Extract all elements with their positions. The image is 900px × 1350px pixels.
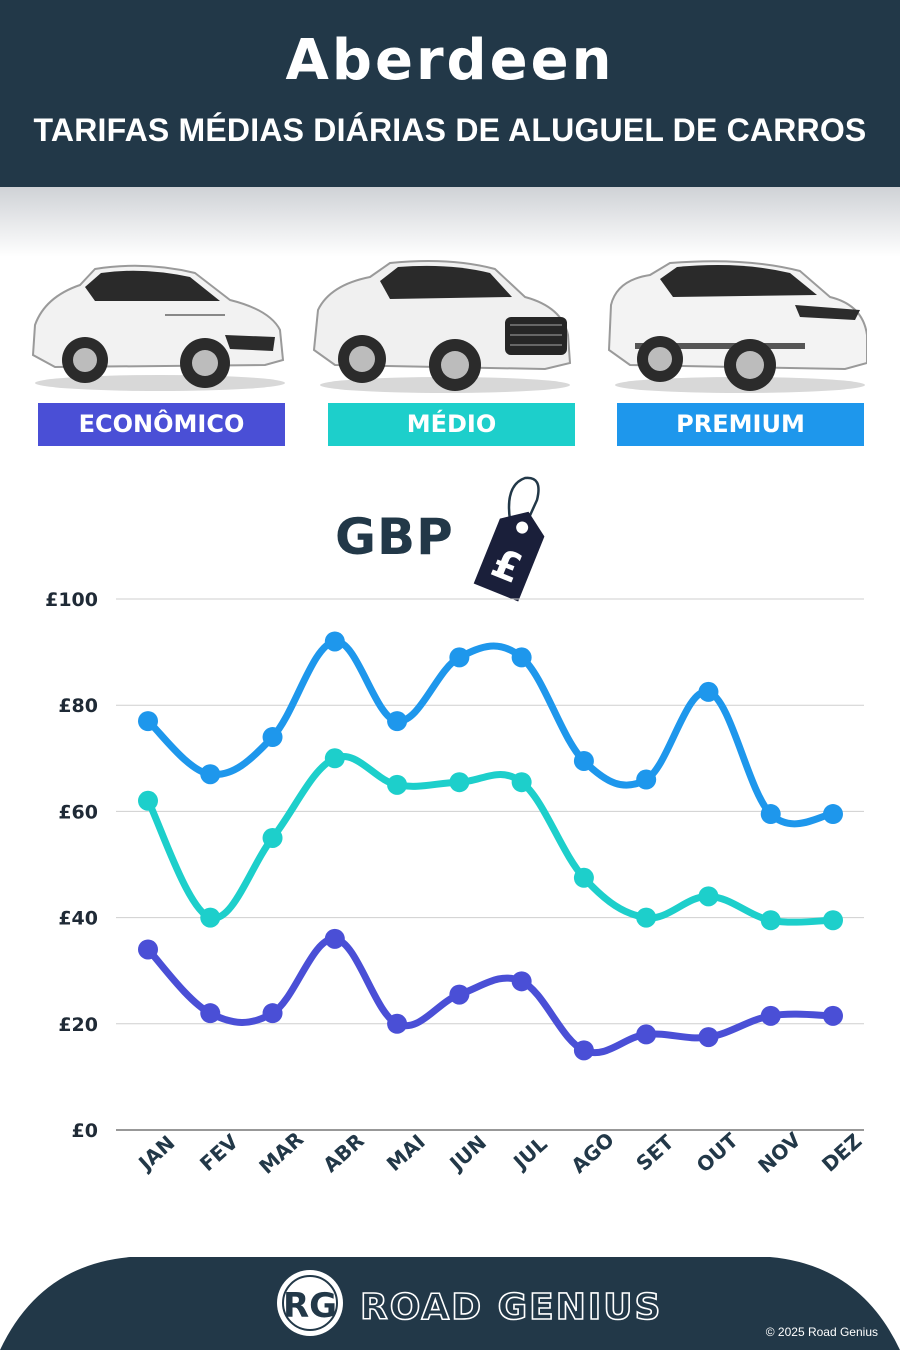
- page-subtitle: TARIFAS MÉDIAS DIÁRIAS DE ALUGUEL DE CAR…: [33, 112, 867, 148]
- data-point: [573, 750, 594, 771]
- data-point: [698, 886, 719, 907]
- data-point: [200, 907, 221, 928]
- y-tick-label: £40: [58, 908, 98, 930]
- data-point: [324, 631, 345, 652]
- data-point: [823, 1005, 843, 1026]
- data-point: [636, 907, 657, 928]
- data-point: [200, 764, 221, 785]
- data-point: [387, 774, 408, 795]
- data-point: [573, 867, 594, 888]
- x-tick-label: JUL: [507, 1131, 552, 1175]
- x-tick-label: MAR: [254, 1127, 308, 1179]
- midsize-car-image: [312, 260, 572, 393]
- data-point: [138, 939, 158, 960]
- y-tick-label: £20: [58, 1014, 98, 1036]
- data-point: [573, 1040, 594, 1061]
- economy-car-image: [31, 264, 285, 391]
- x-tick-label: OUT: [692, 1128, 743, 1177]
- data-point: [262, 827, 283, 848]
- rental-price-line-chart: £0 £20 £40 £60 £80 £100 JAN FEV MAR ABR MAI JUN JUL A…: [45, 589, 866, 1179]
- data-point: [823, 910, 843, 931]
- price-tag-icon: £: [473, 476, 545, 602]
- copyright-text: © 2025 Road Genius: [765, 1325, 878, 1339]
- x-tick-label: FEV: [195, 1129, 243, 1176]
- data-point: [200, 1003, 221, 1024]
- x-tick-label: DEZ: [817, 1129, 866, 1177]
- data-point: [449, 984, 470, 1005]
- data-point: [698, 681, 719, 702]
- page-title: Aberdeen: [285, 28, 615, 93]
- data-point: [636, 769, 657, 790]
- data-point: [324, 928, 345, 949]
- series-line: [144, 935, 837, 1056]
- data-point: [387, 711, 408, 732]
- road-genius-logo-icon: [277, 1270, 343, 1336]
- data-point: [760, 804, 781, 825]
- data-point: [511, 772, 532, 793]
- x-tick-label: MAI: [382, 1129, 430, 1175]
- data-point: [449, 772, 470, 793]
- category-midsize: MÉDIO: [328, 403, 575, 446]
- premium-car-image: [607, 260, 867, 393]
- header-banner: Aberdeen TARIFAS MÉDIAS DIÁRIAS DE ALUGU…: [0, 0, 900, 187]
- data-point: [511, 647, 532, 668]
- y-tick-label: £60: [58, 801, 98, 823]
- category-premium: PREMIUM: [617, 403, 864, 446]
- currency-label: GBP: [335, 508, 454, 566]
- data-point: [449, 647, 470, 668]
- series-line: [144, 753, 837, 926]
- data-point: [324, 748, 345, 769]
- category-economy: ECONÔMICO: [38, 403, 285, 446]
- data-point: [698, 1027, 719, 1048]
- data-point: [760, 1005, 781, 1026]
- x-tick-label: JUN: [443, 1130, 491, 1176]
- footer-banner: RG ROAD GENIUS: [0, 1257, 900, 1350]
- x-tick-label: AGO: [566, 1127, 618, 1178]
- series-line: [144, 637, 837, 828]
- x-tick-label: SET: [631, 1130, 678, 1176]
- y-tick-label: £0: [72, 1120, 98, 1142]
- data-point: [262, 727, 283, 748]
- data-point: [636, 1024, 657, 1045]
- brand-name: ROAD GENIUS: [360, 1287, 662, 1328]
- data-point: [138, 711, 158, 732]
- x-tick-label: JAN: [132, 1131, 179, 1177]
- x-tick-label: NOV: [753, 1127, 806, 1178]
- data-point: [511, 971, 532, 992]
- y-tick-label: £80: [58, 695, 98, 717]
- data-point: [760, 910, 781, 931]
- data-point: [138, 790, 158, 811]
- data-point: [262, 1003, 283, 1024]
- logo-initials: RG: [283, 1286, 337, 1326]
- data-point: [823, 804, 843, 825]
- header-shadow: [0, 187, 900, 257]
- x-tick-label: ABR: [318, 1128, 368, 1177]
- y-tick-label: £100: [45, 589, 98, 611]
- data-point: [387, 1013, 408, 1034]
